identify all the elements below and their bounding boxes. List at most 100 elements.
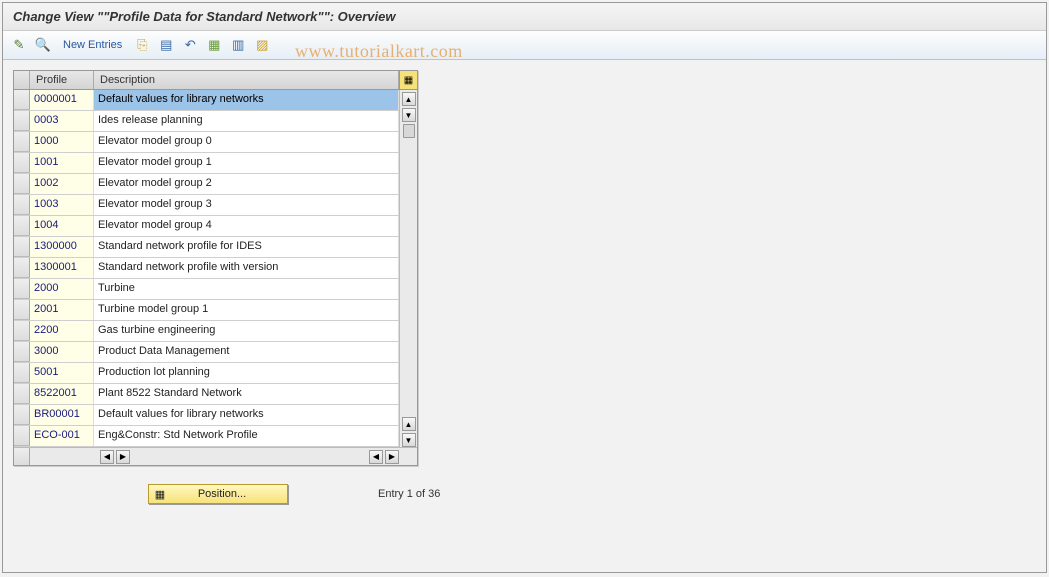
page-title: Change View ""Profile Data for Standard …: [3, 3, 1046, 31]
cell-profile[interactable]: 1003: [30, 195, 94, 215]
cell-description[interactable]: Product Data Management: [94, 342, 399, 362]
cell-description[interactable]: Elevator model group 4: [94, 216, 399, 236]
scroll-left-icon[interactable]: ◀: [100, 450, 114, 464]
cell-profile[interactable]: 8522001: [30, 384, 94, 404]
new-entries-button[interactable]: New Entries: [57, 39, 128, 51]
delete-icon[interactable]: ▤: [156, 35, 176, 55]
table-row[interactable]: 0003Ides release planning: [14, 111, 399, 132]
toggle-display-icon[interactable]: ✎: [9, 35, 29, 55]
table-row[interactable]: 8522001Plant 8522 Standard Network: [14, 384, 399, 405]
undo-icon[interactable]: ↶: [180, 35, 200, 55]
cell-profile[interactable]: BR00001: [30, 405, 94, 425]
table-row[interactable]: 1300001Standard network profile with ver…: [14, 258, 399, 279]
cell-description[interactable]: Elevator model group 3: [94, 195, 399, 215]
vertical-scrollbar[interactable]: ▲ ▼ ▲ ▼: [399, 90, 417, 447]
rows-viewport: 0000001Default values for library networ…: [14, 90, 399, 447]
cell-profile[interactable]: 3000: [30, 342, 94, 362]
cell-profile[interactable]: 2001: [30, 300, 94, 320]
table-row[interactable]: 2000Turbine: [14, 279, 399, 300]
row-handle[interactable]: [14, 363, 30, 383]
scroll-up-icon-bottom[interactable]: ▲: [402, 417, 416, 431]
detail-icon[interactable]: 🔍: [33, 35, 53, 55]
cell-profile[interactable]: 2000: [30, 279, 94, 299]
scroll-down-icon[interactable]: ▼: [402, 108, 416, 122]
position-button-label: Position...: [177, 488, 267, 500]
cell-profile[interactable]: 0003: [30, 111, 94, 131]
cell-description[interactable]: Elevator model group 1: [94, 153, 399, 173]
row-handle[interactable]: [14, 342, 30, 362]
table-row[interactable]: 2001Turbine model group 1: [14, 300, 399, 321]
row-handle[interactable]: [14, 237, 30, 257]
table-row[interactable]: 1003Elevator model group 3: [14, 195, 399, 216]
table-row[interactable]: BR00001Default values for library networ…: [14, 405, 399, 426]
cell-profile[interactable]: 1000: [30, 132, 94, 152]
cell-profile[interactable]: 1300001: [30, 258, 94, 278]
cell-profile[interactable]: 1300000: [30, 237, 94, 257]
row-handle[interactable]: [14, 195, 30, 215]
row-handle[interactable]: [14, 258, 30, 278]
table-row[interactable]: 2200Gas turbine engineering: [14, 321, 399, 342]
cell-description[interactable]: Gas turbine engineering: [94, 321, 399, 341]
scroll-down-icon-bottom[interactable]: ▼: [402, 433, 416, 447]
copy-icon[interactable]: ⎘: [132, 35, 152, 55]
table-row[interactable]: 0000001Default values for library networ…: [14, 90, 399, 111]
row-handle[interactable]: [14, 132, 30, 152]
app-frame: Change View ""Profile Data for Standard …: [2, 2, 1047, 573]
cell-description[interactable]: Elevator model group 0: [94, 132, 399, 152]
deselect-all-icon[interactable]: ▥: [228, 35, 248, 55]
table-body-wrap: 0000001Default values for library networ…: [14, 90, 417, 447]
table-row[interactable]: 1002Elevator model group 2: [14, 174, 399, 195]
table-row[interactable]: 5001Production lot planning: [14, 363, 399, 384]
cell-description[interactable]: Default values for library networks: [94, 405, 399, 425]
row-handle[interactable]: [14, 153, 30, 173]
cell-description[interactable]: Plant 8522 Standard Network: [94, 384, 399, 404]
table-row[interactable]: ECO-001Eng&Constr: Std Network Profile: [14, 426, 399, 447]
cell-profile[interactable]: 2200: [30, 321, 94, 341]
row-handle[interactable]: [14, 300, 30, 320]
row-handle-header: [14, 71, 30, 89]
row-handle[interactable]: [14, 405, 30, 425]
scroll-right-icon[interactable]: ▶: [116, 450, 130, 464]
row-handle[interactable]: [14, 384, 30, 404]
row-handle[interactable]: [14, 279, 30, 299]
row-handle[interactable]: [14, 216, 30, 236]
select-all-icon[interactable]: ▦: [204, 35, 224, 55]
table-settings-icon[interactable]: ▨: [252, 35, 272, 55]
table-configure-icon[interactable]: ▦: [399, 71, 417, 89]
footer-row: ▦ Position... Entry 1 of 36: [13, 484, 1036, 504]
cell-profile[interactable]: ECO-001: [30, 426, 94, 446]
row-handle[interactable]: [14, 321, 30, 341]
column-header-profile[interactable]: Profile: [30, 71, 94, 89]
cell-description[interactable]: Elevator model group 2: [94, 174, 399, 194]
cell-description[interactable]: Standard network profile with version: [94, 258, 399, 278]
cell-description[interactable]: Production lot planning: [94, 363, 399, 383]
cell-profile[interactable]: 0000001: [30, 90, 94, 110]
scroll-right-end-icon[interactable]: ▶: [385, 450, 399, 464]
table-row[interactable]: 1001Elevator model group 1: [14, 153, 399, 174]
cell-description[interactable]: Default values for library networks: [94, 90, 399, 110]
column-header-description[interactable]: Description: [94, 71, 399, 89]
position-button[interactable]: ▦ Position...: [148, 484, 288, 504]
content-area: Profile Description ▦ 0000001Default val…: [3, 60, 1046, 514]
table-row[interactable]: 1004Elevator model group 4: [14, 216, 399, 237]
scroll-left-end-icon[interactable]: ◀: [369, 450, 383, 464]
cell-profile[interactable]: 1002: [30, 174, 94, 194]
cell-profile[interactable]: 5001: [30, 363, 94, 383]
cell-description[interactable]: Standard network profile for IDES: [94, 237, 399, 257]
scroll-thumb[interactable]: [403, 124, 415, 138]
scroll-up-icon[interactable]: ▲: [402, 92, 416, 106]
cell-description[interactable]: Eng&Constr: Std Network Profile: [94, 426, 399, 446]
cell-description[interactable]: Turbine: [94, 279, 399, 299]
cell-profile[interactable]: 1001: [30, 153, 94, 173]
cell-description[interactable]: Turbine model group 1: [94, 300, 399, 320]
row-handle[interactable]: [14, 174, 30, 194]
row-handle[interactable]: [14, 426, 30, 446]
cell-description[interactable]: Ides release planning: [94, 111, 399, 131]
table-row[interactable]: 1300000Standard network profile for IDES: [14, 237, 399, 258]
table-row[interactable]: 3000Product Data Management: [14, 342, 399, 363]
row-handle[interactable]: [14, 111, 30, 131]
cell-profile[interactable]: 1004: [30, 216, 94, 236]
table-row[interactable]: 1000Elevator model group 0: [14, 132, 399, 153]
row-handle[interactable]: [14, 90, 30, 110]
horizontal-scrollbar[interactable]: ◀ ▶ ◀ ▶: [14, 447, 417, 465]
